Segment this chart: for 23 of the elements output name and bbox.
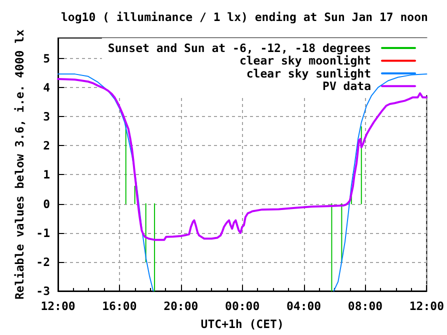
x-tick-label: 20:00 <box>164 299 198 313</box>
y-tick-label: -3 <box>36 284 50 298</box>
x-tick-label: 12:00 <box>409 299 444 313</box>
y-tick-label: 3 <box>43 110 50 124</box>
y-tick-label: 2 <box>43 138 50 153</box>
x-tick-label: 12:00 <box>40 299 76 313</box>
x-tick-label: 16:00 <box>102 299 137 313</box>
y-tick-label: 4 <box>43 80 50 94</box>
y-tick-label: -2 <box>36 254 50 269</box>
chart-title: log10 ( illuminance / 1 lx) ending at Sun Jan 17 noon <box>61 10 428 24</box>
y-tick-label: 1 <box>43 168 50 182</box>
y-tick-label: 5 <box>43 51 50 66</box>
x-axis-title: UTC+1h (CET) <box>200 317 284 331</box>
x-tick-label: 08:00 <box>348 299 383 313</box>
legend-label: PV data <box>322 79 372 94</box>
y-tick-label: -1 <box>36 226 50 240</box>
y-axis-title: Reliable values below 3.6, i.e. 4000 lx <box>12 29 26 300</box>
x-tick-label: 04:00 <box>286 299 322 313</box>
y-tick-label: 0 <box>43 196 50 211</box>
legend-label: clear sky moonlight <box>239 54 372 68</box>
x-tick-label: 00:00 <box>225 299 260 313</box>
legend-label: Sunset and Sun at -6, -12, -18 degrees <box>108 41 371 55</box>
legend-label: clear sky sunlight <box>246 66 372 80</box>
